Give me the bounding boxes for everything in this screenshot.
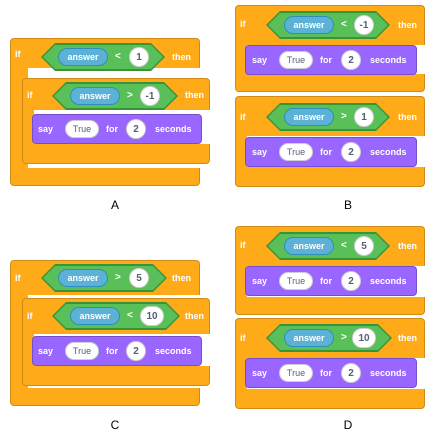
operator-symbol: > — [127, 90, 133, 101]
say-seconds-input[interactable]: 2 — [126, 341, 146, 361]
seconds-label: seconds — [155, 124, 192, 134]
if-label: if — [27, 90, 33, 100]
then-label: then — [398, 112, 417, 122]
if-label: if — [15, 49, 21, 59]
say-label: say — [38, 124, 54, 134]
answer-reporter[interactable]: answer — [58, 269, 108, 287]
say-label: say — [252, 55, 268, 65]
seconds-label: seconds — [370, 276, 407, 286]
option-label: D — [343, 418, 353, 432]
operator-symbol: > — [341, 111, 347, 122]
answer-reporter[interactable]: answer — [70, 87, 120, 105]
seconds-label: seconds — [370, 368, 407, 378]
answer-reporter[interactable]: answer — [58, 48, 108, 66]
operator-symbol: < — [341, 19, 347, 30]
say-label: say — [252, 147, 268, 157]
if-label: if — [240, 333, 246, 343]
value-input[interactable]: 1 — [129, 47, 149, 67]
if-label: if — [240, 112, 246, 122]
answer-reporter[interactable]: answer — [284, 329, 334, 347]
value-input[interactable]: 10 — [352, 328, 376, 348]
if-label: if — [240, 19, 246, 29]
say-block[interactable] — [245, 358, 417, 388]
say-seconds-input[interactable]: 2 — [341, 363, 361, 383]
option-label: B — [343, 198, 352, 212]
say-seconds-input[interactable]: 2 — [341, 271, 361, 291]
seconds-label: seconds — [370, 147, 407, 157]
value-input[interactable]: 1 — [354, 107, 374, 127]
for-label: for — [320, 147, 332, 157]
say-message-input[interactable]: True — [279, 51, 313, 69]
seconds-label: seconds — [370, 55, 407, 65]
then-label: then — [185, 311, 204, 321]
then-label: then — [398, 20, 417, 30]
for-label: for — [320, 55, 332, 65]
then-label: then — [398, 241, 417, 251]
value-input[interactable]: 5 — [129, 268, 149, 288]
say-message-input[interactable]: True — [279, 272, 313, 290]
for-label: for — [320, 276, 332, 286]
say-seconds-input[interactable]: 2 — [341, 142, 361, 162]
then-label: then — [398, 333, 417, 343]
answer-reporter[interactable]: answer — [284, 16, 334, 34]
value-input[interactable]: -1 — [140, 86, 160, 106]
then-label: then — [172, 52, 191, 62]
say-message-input[interactable]: True — [65, 120, 99, 138]
answer-reporter[interactable]: answer — [284, 237, 334, 255]
say-seconds-input[interactable]: 2 — [341, 50, 361, 70]
operator-symbol: < — [341, 240, 347, 251]
then-label: then — [172, 273, 191, 283]
say-message-input[interactable]: True — [279, 143, 313, 161]
say-block[interactable] — [245, 137, 417, 167]
if-label: if — [27, 311, 33, 321]
say-block[interactable] — [32, 336, 202, 366]
say-label: say — [252, 368, 268, 378]
for-label: for — [320, 368, 332, 378]
option-label: A — [110, 198, 119, 212]
value-input[interactable]: 10 — [140, 306, 164, 326]
if-label: if — [240, 240, 246, 250]
operator-symbol: > — [115, 272, 121, 283]
value-input[interactable]: -1 — [354, 15, 374, 35]
say-label: say — [252, 276, 268, 286]
seconds-label: seconds — [155, 346, 192, 356]
option-label: C — [110, 418, 120, 432]
say-block[interactable] — [245, 266, 417, 296]
if-label: if — [15, 273, 21, 283]
say-block[interactable] — [32, 114, 202, 144]
operator-symbol: > — [341, 332, 347, 343]
say-message-input[interactable]: True — [65, 342, 99, 360]
answer-reporter[interactable]: answer — [70, 307, 120, 325]
then-label: then — [185, 90, 204, 100]
operator-symbol: < — [115, 51, 121, 62]
operator-symbol: < — [127, 310, 133, 321]
for-label: for — [106, 346, 118, 356]
say-block[interactable] — [245, 45, 417, 75]
value-input[interactable]: 5 — [354, 236, 374, 256]
answer-reporter[interactable]: answer — [284, 108, 334, 126]
say-label: say — [38, 346, 54, 356]
say-message-input[interactable]: True — [279, 364, 313, 382]
for-label: for — [106, 124, 118, 134]
say-seconds-input[interactable]: 2 — [126, 119, 146, 139]
